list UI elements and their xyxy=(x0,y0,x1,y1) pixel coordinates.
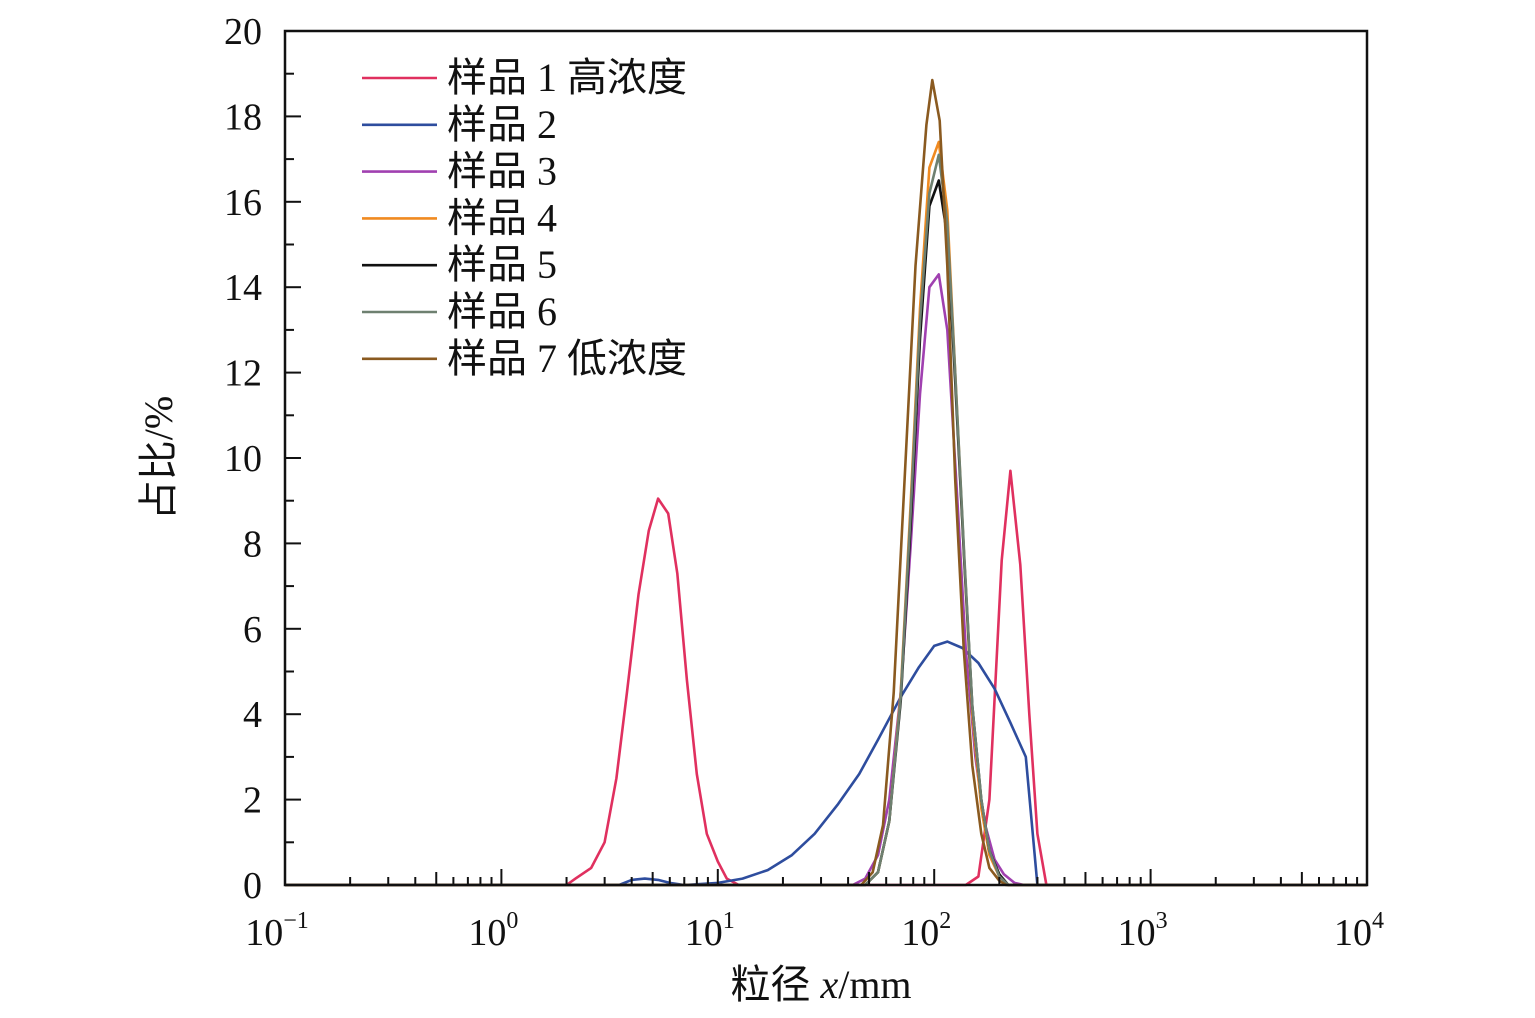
series-line-1 xyxy=(285,469,1367,887)
x-tick-base: 10 xyxy=(1118,912,1156,954)
y-tick-label: 18 xyxy=(224,96,262,138)
x-tick-exponent: 2 xyxy=(939,908,951,934)
y-tick-label: 12 xyxy=(224,353,262,395)
series-line-3 xyxy=(285,273,1367,887)
y-tick-label: 8 xyxy=(243,523,262,565)
y-tick-label: 6 xyxy=(243,609,262,651)
legend-label-4: 样品 4 xyxy=(447,195,557,240)
x-tick-label: 10−1 xyxy=(245,908,309,954)
legend-label-3: 样品 3 xyxy=(447,149,557,194)
y-tick-label: 0 xyxy=(243,865,262,907)
x-tick-label: 102 xyxy=(901,908,951,954)
y-axis-ticks: 0 2 4 6 8 10 12 14 16 18 20 xyxy=(224,11,301,907)
series-line-2 xyxy=(285,640,1367,887)
legend-label-7: 样品 7 低浓度 xyxy=(447,336,687,381)
x-tick-exponent: 4 xyxy=(1372,908,1384,934)
y-tick-label: 2 xyxy=(243,780,262,822)
y-tick-label: 20 xyxy=(224,11,262,53)
x-tick-base: 10 xyxy=(245,912,283,954)
y-tick-label: 4 xyxy=(243,694,262,736)
y-tick-label: 14 xyxy=(224,267,262,309)
x-tick-base: 10 xyxy=(1334,912,1372,954)
x-axis-title-variable: x xyxy=(819,962,838,1007)
legend-label-5: 样品 5 xyxy=(447,242,557,287)
series-lines xyxy=(285,78,1367,887)
x-axis-title-unit: /mm xyxy=(838,962,911,1007)
x-axis-title: 粒径 x/mm xyxy=(730,962,911,1007)
x-tick-label: 100 xyxy=(468,908,518,954)
x-tick-label: 101 xyxy=(685,908,735,954)
x-axis-ticks: 10−1 100 101 102 103 104 xyxy=(245,869,1384,954)
x-tick-label: 104 xyxy=(1334,908,1384,954)
x-tick-base: 10 xyxy=(901,912,939,954)
series-line-7 xyxy=(285,78,1367,887)
x-tick-exponent: 0 xyxy=(506,908,518,934)
legend-label-6: 样品 6 xyxy=(447,289,557,334)
x-tick-exponent: 1 xyxy=(723,908,735,934)
x-axis-title-prefix: 粒径 xyxy=(730,962,820,1007)
x-tick-exponent: −1 xyxy=(283,908,309,934)
legend-label-1: 样品 1 高浓度 xyxy=(447,55,687,100)
y-axis-title: 占比/% xyxy=(136,396,181,520)
x-tick-base: 10 xyxy=(685,912,723,954)
y-tick-label: 16 xyxy=(224,182,262,224)
x-tick-exponent: 3 xyxy=(1156,908,1168,934)
y-tick-label: 10 xyxy=(224,438,262,480)
legend-label-2: 样品 2 xyxy=(447,102,557,147)
x-tick-label: 103 xyxy=(1118,908,1168,954)
x-tick-base: 10 xyxy=(468,912,506,954)
